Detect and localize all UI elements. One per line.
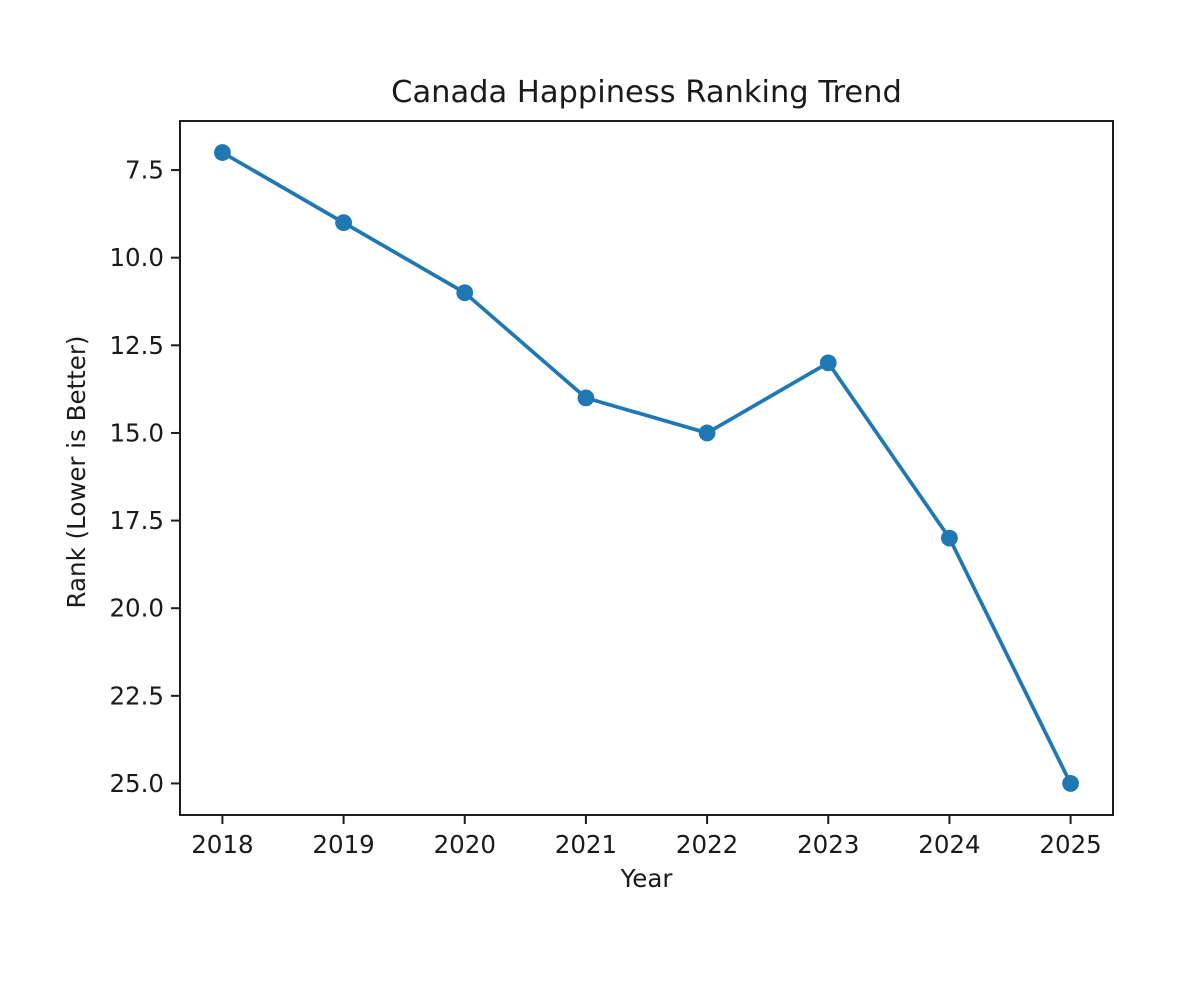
data-point-markers xyxy=(214,144,1079,792)
y-tick-label: 17.5 xyxy=(109,506,164,535)
x-axis-ticks: 2018 2019 2020 2021 2022 2023 2024 2025 xyxy=(191,815,1102,859)
x-tick-label: 2022 xyxy=(676,830,738,859)
data-point xyxy=(456,284,474,302)
data-point xyxy=(698,424,716,442)
x-tick-label: 2023 xyxy=(797,830,859,859)
y-tick-label: 7.5 xyxy=(125,156,164,185)
y-tick-label: 10.0 xyxy=(109,243,164,272)
data-point xyxy=(941,529,958,547)
plot-border xyxy=(179,120,1114,816)
x-tick-label: 2018 xyxy=(191,830,253,859)
chart-title: Canada Happiness Ranking Trend xyxy=(391,75,902,110)
x-tick-label: 2019 xyxy=(312,830,374,859)
y-tick-label: 20.0 xyxy=(109,594,164,623)
y-axis-label: Rank (Lower is Better) xyxy=(62,336,91,609)
x-axis-label: Year xyxy=(620,864,674,893)
x-tick-label: 2020 xyxy=(434,830,496,859)
trend-line xyxy=(220,150,1073,786)
y-tick-label: 15.0 xyxy=(109,418,164,447)
y-tick-label: 12.5 xyxy=(109,331,164,360)
y-axis-ticks: 7.5 10.0 12.5 15.0 17.5 20.0 22.5 25.0 xyxy=(109,156,180,798)
y-tick-label: 25.0 xyxy=(109,769,164,798)
data-point xyxy=(335,214,352,232)
x-tick-label: 2025 xyxy=(1039,830,1101,859)
x-tick-label: 2021 xyxy=(555,830,617,859)
x-tick-label: 2024 xyxy=(918,830,980,859)
y-tick-label: 22.5 xyxy=(109,681,164,710)
data-point xyxy=(1062,775,1079,792)
data-point xyxy=(577,389,595,407)
data-point xyxy=(214,144,231,161)
data-point xyxy=(819,354,837,372)
